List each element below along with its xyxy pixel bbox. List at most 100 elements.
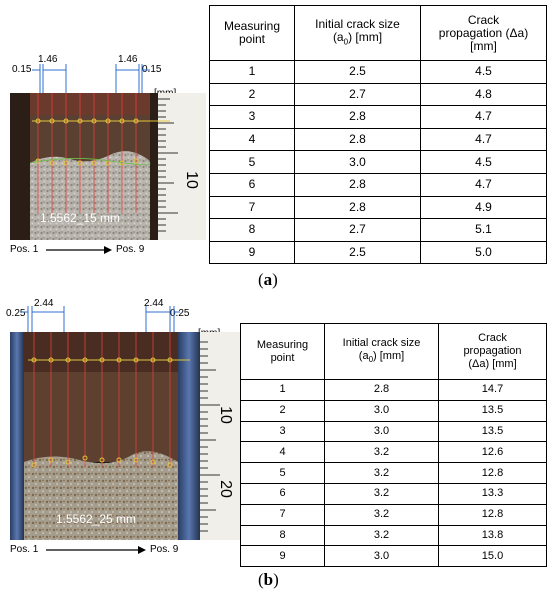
- cell-propagation: 13.3: [438, 482, 547, 505]
- table-row: 6 2.8 4.7: [209, 172, 547, 197]
- header-text: point: [270, 351, 295, 364]
- cell-initial: 3.0: [294, 150, 421, 174]
- cell-point: 3: [240, 420, 325, 443]
- cell-propagation: 14.7: [438, 379, 547, 401]
- dim-label-right-big: 2.44: [144, 298, 164, 309]
- dimension-arrows: [22, 306, 180, 336]
- ruler-number-10: 10: [182, 171, 200, 189]
- header-text: (Δa) [mm]: [468, 358, 517, 370]
- header-measuring-point: Measuring point: [209, 5, 295, 61]
- table-row: 1 2.8 14.7: [240, 379, 547, 401]
- position-arrow: [46, 246, 112, 254]
- cell-initial: 2.8: [294, 195, 421, 220]
- table-row: 5 3.0 4.5: [209, 150, 547, 174]
- cell-propagation: 12.8: [438, 503, 547, 526]
- table-row: 2 3.0 13.5: [240, 399, 547, 422]
- table-row: 1 2.5 4.5: [209, 60, 547, 84]
- cell-initial: 3.2: [324, 441, 439, 464]
- header-text: ) [mm]: [373, 349, 405, 362]
- cell-point: 6: [240, 482, 325, 505]
- header-text: Initial crack size: [315, 16, 400, 31]
- cell-initial: 3.2: [324, 503, 439, 526]
- specimen-image: [10, 332, 240, 540]
- header-text: (a: [358, 349, 369, 362]
- cell-point: 8: [209, 218, 295, 242]
- header-crack-propagation: Crack propagation (Δa) [mm]: [420, 5, 547, 61]
- header-text: propagation: [463, 345, 522, 357]
- position-arrow: [46, 546, 146, 554]
- cell-point: 4: [240, 441, 325, 464]
- header-text: Measuring: [256, 338, 309, 351]
- header-initial-crack-size: Initial crack size (a0) [mm]: [324, 323, 439, 380]
- cell-propagation: 13.8: [438, 524, 547, 547]
- header-text: Initial crack size: [342, 336, 421, 349]
- cell-propagation: 4.5: [420, 60, 547, 84]
- cell-propagation: 13.5: [438, 399, 547, 422]
- position-end-label: Pos. 9: [116, 244, 145, 255]
- position-start-label: Pos. 1: [10, 244, 39, 255]
- table-row: 3 3.0 13.5: [240, 420, 547, 443]
- cell-initial: 3.0: [324, 545, 439, 568]
- header-text: (a: [332, 29, 344, 44]
- table-row: 9 3.0 15.0: [240, 545, 547, 568]
- cell-point: 7: [209, 195, 295, 220]
- caption-letter: a: [263, 270, 273, 289]
- cell-point: 8: [240, 524, 325, 547]
- header-initial-crack-size: Initial crack size (a0) [mm]: [294, 5, 421, 61]
- table-row: 4 3.2 12.6: [240, 441, 547, 464]
- specimen-label-a: 1.5562_15 mm: [40, 211, 121, 225]
- header-text: point: [238, 32, 266, 46]
- cell-initial: 2.8: [294, 127, 421, 152]
- table-row: 4 2.8 4.7: [209, 127, 547, 152]
- caption-b: (b): [258, 570, 279, 590]
- cell-initial: 2.8: [294, 172, 421, 197]
- caption-text: (: [258, 270, 264, 289]
- dim-label-left-big: 1.46: [38, 54, 58, 65]
- cell-propagation: 4.5: [420, 150, 547, 174]
- cell-initial: 3.0: [324, 399, 439, 422]
- cell-initial: 3.2: [324, 482, 439, 505]
- cell-point: 1: [209, 60, 295, 84]
- cell-propagation: 4.7: [420, 172, 547, 197]
- table-row: 5 3.2 12.8: [240, 462, 547, 484]
- ruler-number-10: 10: [216, 406, 234, 424]
- caption-a: (a): [258, 270, 278, 290]
- cell-point: 7: [240, 503, 325, 526]
- header-measuring-point: Measuring point: [240, 323, 325, 380]
- cell-initial: 3.0: [324, 420, 439, 443]
- position-start-label: Pos. 1: [10, 544, 39, 555]
- cell-propagation: 4.7: [420, 127, 547, 152]
- header-text: ) [mm]: [348, 29, 383, 44]
- cell-initial: 2.8: [324, 379, 439, 401]
- table-row: 3 2.8 4.7: [209, 105, 547, 129]
- cell-propagation: 4.8: [420, 82, 547, 107]
- table-row: 6 3.2 13.3: [240, 482, 547, 505]
- dim-label-left-small: 0.25: [6, 308, 26, 319]
- cell-point: 5: [209, 150, 295, 174]
- position-end-label: Pos. 9: [150, 544, 179, 555]
- caption-letter: b: [263, 570, 274, 589]
- cell-point: 9: [240, 545, 325, 568]
- crack-table-b: Measuring point Initial crack size (a0) …: [240, 323, 547, 568]
- cell-point: 9: [209, 240, 295, 265]
- cell-point: 1: [240, 379, 325, 401]
- caption-text: (: [258, 570, 264, 589]
- dim-label-left-big: 2.44: [34, 298, 54, 309]
- cell-propagation: 13.5: [438, 420, 547, 443]
- header-crack-propagation: Crack propagation (Δa) [mm]: [438, 323, 547, 380]
- cell-initial: 2.7: [294, 218, 421, 242]
- ruler-number-20: 20: [216, 480, 234, 498]
- dim-label-left-small: 0.15: [12, 64, 32, 75]
- crack-table-a: Measuring point Initial crack size (a0) …: [209, 5, 547, 265]
- dim-label-right-small: 0.15: [142, 64, 162, 75]
- specimen-image: [10, 93, 206, 240]
- caption-text: ): [273, 570, 279, 589]
- header-text: Measuring: [223, 19, 281, 33]
- cell-propagation: 4.7: [420, 105, 547, 129]
- cell-propagation: 5.0: [420, 240, 547, 265]
- table-row: 2 2.7 4.8: [209, 82, 547, 107]
- cell-propagation: 4.9: [420, 195, 547, 220]
- cell-point: 2: [209, 82, 295, 107]
- cell-initial: 2.5: [294, 60, 421, 84]
- header-text: Crack: [467, 12, 500, 27]
